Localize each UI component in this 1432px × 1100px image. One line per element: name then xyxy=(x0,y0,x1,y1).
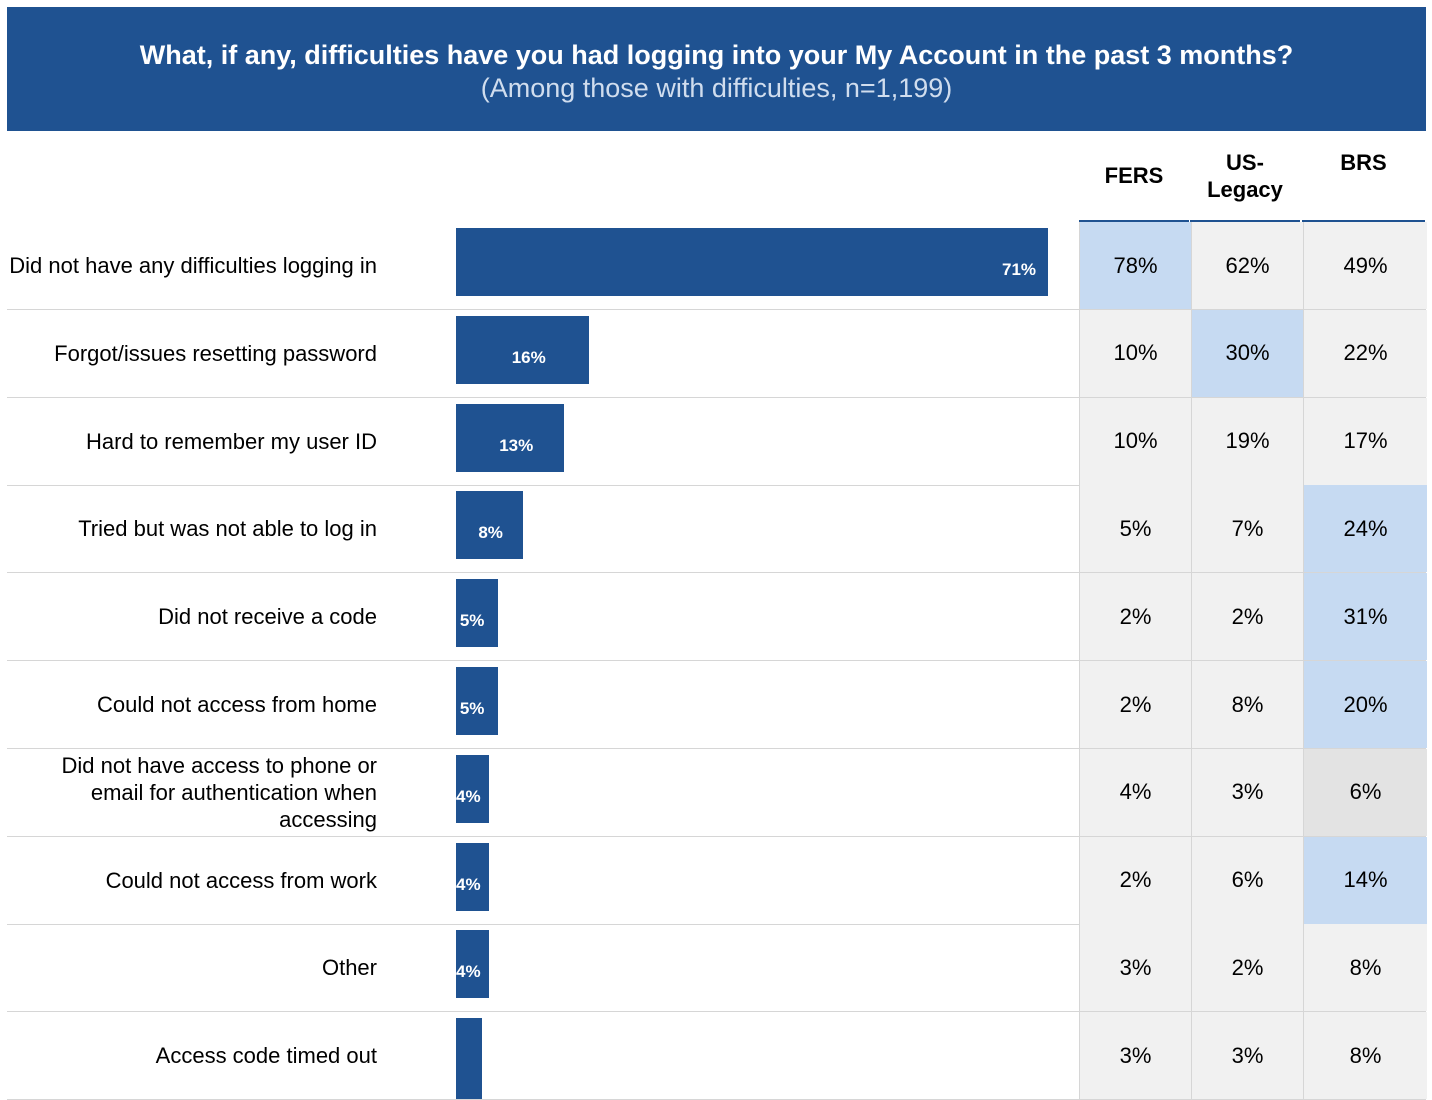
chart-title: What, if any, difficulties have you had … xyxy=(139,40,1294,70)
bar xyxy=(456,1018,482,1100)
table-cell-us-legacy: 3% xyxy=(1191,748,1303,836)
chart-subtitle: (Among those with difficulties, n=1,199) xyxy=(480,73,953,103)
table-row: Did not receive a code 5% 2% 2% 31% xyxy=(7,573,1427,662)
category-label: Access code timed out xyxy=(155,1043,377,1069)
table-cell-brs: 6% xyxy=(1303,748,1427,836)
table-cell-brs: 24% xyxy=(1303,485,1427,573)
bar xyxy=(456,403,565,472)
category-label: Did not have any difficulties logging in xyxy=(9,253,377,278)
category-label: Could not access from work xyxy=(105,867,377,893)
category-label: Forgot/issues resetting password xyxy=(54,340,377,366)
bar-value-label: 5% xyxy=(459,611,485,631)
table-cell-fers: 10% xyxy=(1079,309,1191,397)
bar-value-label: 8% xyxy=(478,523,503,543)
table-row: Forgot/issues resetting password 16% 10% 30… xyxy=(7,309,1427,398)
bar-value-label: 71% xyxy=(1002,260,1037,279)
category-label: Other xyxy=(321,955,377,981)
table-row: Hard to remember my user ID 13% 10% 19% 17% xyxy=(7,397,1427,486)
table-cell-fers: 3% xyxy=(1079,924,1191,1012)
table-cell-us-legacy: 30% xyxy=(1191,309,1303,397)
category-label: Hard to remember my user ID xyxy=(86,428,377,454)
bar xyxy=(456,930,490,999)
bar-value-label: 13% xyxy=(499,435,534,455)
table-cell-us-legacy: 3% xyxy=(1191,1012,1303,1100)
bar xyxy=(456,842,490,911)
bar xyxy=(456,667,498,735)
table-cell-brs: 49% xyxy=(1303,222,1427,309)
table-cell-brs: 17% xyxy=(1303,397,1427,485)
category-label: Tried but was not able to log in xyxy=(78,516,377,542)
column-header-fers: FERS xyxy=(1079,131,1189,223)
column-header-brs: BRS xyxy=(1302,131,1425,223)
table-cell-brs: 14% xyxy=(1303,836,1427,924)
table-cell-brs: 8% xyxy=(1303,924,1427,1012)
bar-value-label: 16% xyxy=(511,347,546,367)
chart-header: What, if any, difficulties have you had … xyxy=(7,7,1426,131)
column-header-us-legacy: US- Legacy xyxy=(1190,131,1300,223)
table-row: Other 4% 3% 2% 8% xyxy=(7,924,1427,1013)
table-cell-us-legacy: 8% xyxy=(1191,661,1303,748)
table-cell-brs: 20% xyxy=(1303,661,1427,748)
table-cell-us-legacy: 6% xyxy=(1191,836,1303,924)
category-label: Did not receive a code xyxy=(158,604,377,630)
table-cell-fers: 2% xyxy=(1079,573,1191,661)
bar-value-label: 4% xyxy=(456,874,481,894)
table-row: Did not have any difficulties logging in… xyxy=(7,222,1427,310)
bar-value-label: 4% xyxy=(456,962,481,982)
table-cell-brs: 8% xyxy=(1303,1012,1427,1100)
bar xyxy=(456,228,1048,296)
bar xyxy=(456,491,523,560)
table-cell-fers: 78% xyxy=(1079,222,1191,309)
table-row: Access code timed out 3% 3% 8% xyxy=(7,1012,1427,1100)
bar-value-label: 4% xyxy=(456,786,481,806)
table-row: Tried but was not able to log in 8% 5% 7% 24… xyxy=(7,485,1427,574)
table-cell-fers: 2% xyxy=(1079,661,1191,748)
table-cell-brs: 22% xyxy=(1303,309,1427,397)
table-row: Did not have access to phone or email fo… xyxy=(7,748,1427,837)
table-row: Could not access from work 4% 2% 6% 14% xyxy=(7,836,1427,925)
table-cell-us-legacy: 2% xyxy=(1191,924,1303,1012)
bar-value-label: 5% xyxy=(459,699,485,718)
table-row: Could not access from home 5% 2% 8% 20% xyxy=(7,661,1427,749)
table-cell-us-legacy: 7% xyxy=(1191,485,1303,573)
table-cell-fers: 10% xyxy=(1079,397,1191,485)
bar xyxy=(456,315,590,384)
table-cell-us-legacy: 19% xyxy=(1191,397,1303,485)
table-cell-fers: 4% xyxy=(1079,748,1191,836)
table-cell-us-legacy: 2% xyxy=(1191,573,1303,661)
table-cell-fers: 5% xyxy=(1079,485,1191,573)
table-cell-fers: 2% xyxy=(1079,836,1191,924)
category-label: Could not access from home xyxy=(96,692,377,717)
table-cell-fers: 3% xyxy=(1079,1012,1191,1100)
category-label: Did not have access to phone or email fo… xyxy=(61,752,377,832)
bar xyxy=(456,754,490,823)
bar xyxy=(456,579,498,648)
table-cell-us-legacy: 62% xyxy=(1191,222,1303,309)
table-cell-brs: 31% xyxy=(1303,573,1427,661)
